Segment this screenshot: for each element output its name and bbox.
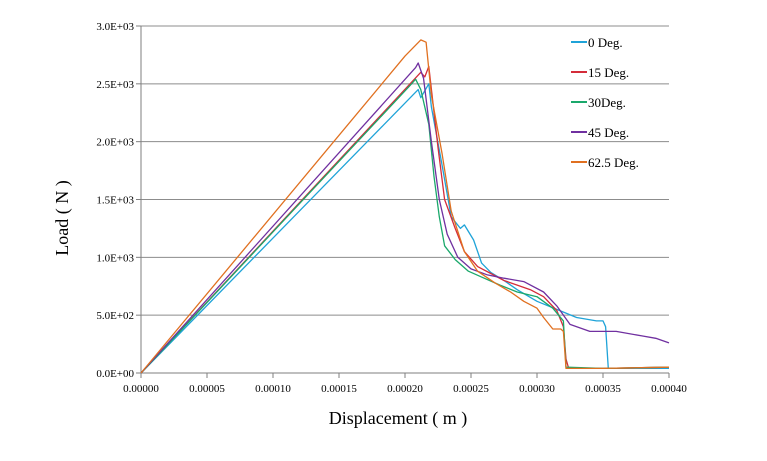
legend-label: 0 Deg. (588, 35, 623, 50)
series-line-4 (140, 39, 670, 374)
x-tick-label: 0.00010 (255, 383, 291, 395)
grid-lines (141, 25, 669, 316)
y-tick-label: 2.5E+03 (96, 79, 134, 91)
y-tick-label: 1.0E+03 (96, 252, 134, 264)
y-tick-label: 2.0E+03 (96, 137, 134, 149)
legend-label: 30Deg. (588, 95, 626, 110)
y-tick-label: 1.5E+03 (96, 195, 134, 207)
x-tick-label: 0.00030 (519, 383, 555, 395)
x-tick-label: 0.00015 (321, 383, 357, 395)
x-axis-title: Displacement ( m ) (329, 408, 467, 429)
y-axis-title: Load ( N ) (52, 180, 73, 255)
series-lines (140, 39, 670, 374)
legend-label: 62.5 Deg. (588, 155, 639, 170)
series-line-3 (140, 62, 670, 374)
tick-labels: 0.0E+00 5.0E+02 1.0E+03 1.5E+03 2.0E+03 2.5E+… (96, 21, 687, 395)
axes (136, 25, 670, 378)
series-line-2 (140, 78, 670, 374)
y-tick-label: 3.0E+03 (96, 21, 134, 33)
x-tick-label: 0.00000 (123, 383, 159, 395)
x-tick-label: 0.00040 (651, 383, 687, 395)
legend-label: 45 Deg. (588, 125, 629, 140)
x-tick-label: 0.00035 (585, 383, 621, 395)
x-tick-label: 0.00020 (387, 383, 423, 395)
x-tick-label: 0.00005 (189, 383, 225, 395)
y-tick-label: 0.0E+00 (96, 368, 134, 380)
series-line-0 (140, 83, 669, 374)
y-tick-label: 5.0E+02 (96, 310, 134, 322)
legend: 0 Deg. 15 Deg. 30Deg. 45 Deg. 62.5 Deg. (571, 35, 639, 170)
x-tick-label: 0.00025 (453, 383, 489, 395)
legend-label: 15 Deg. (588, 65, 629, 80)
